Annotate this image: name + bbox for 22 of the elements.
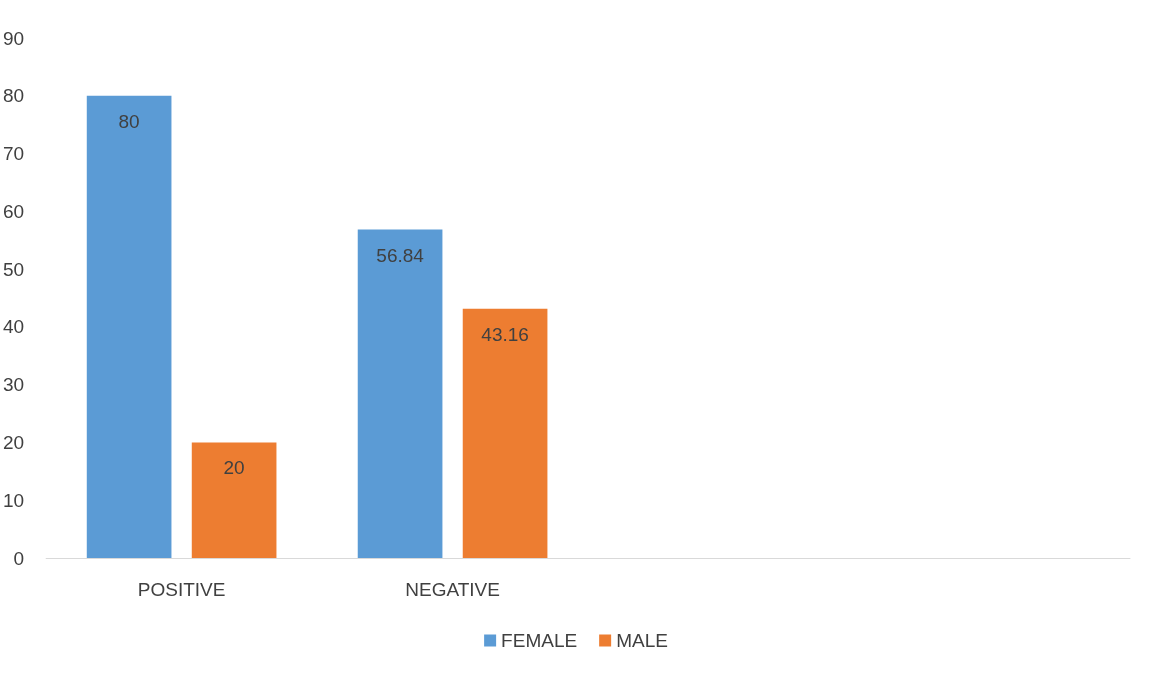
y-tick-label: 70: [2, 143, 25, 165]
bar: [357, 229, 443, 558]
data-label: 43.16: [481, 323, 529, 345]
legend-label: MALE: [616, 630, 668, 651]
y-tick-label: 30: [2, 374, 25, 396]
y-tick-label: 20: [2, 431, 25, 453]
data-label: 80: [118, 110, 140, 132]
bar: [86, 95, 172, 558]
x-tick-label: POSITIVE: [137, 579, 226, 600]
y-tick-label: 40: [2, 316, 25, 338]
legend-label: FEMALE: [501, 630, 578, 651]
y-tick-label: 10: [2, 489, 25, 511]
x-tick-label: NEGATIVE: [405, 579, 500, 600]
y-tick-label: 90: [2, 27, 25, 49]
data-label: 20: [223, 457, 245, 479]
y-tick-label: 60: [2, 200, 25, 222]
y-tick-label: 80: [2, 85, 25, 107]
y-tick-label: 0: [13, 547, 25, 569]
bar: [462, 308, 548, 558]
data-label: 56.84: [376, 244, 425, 266]
bar: [191, 442, 277, 558]
y-tick-label: 50: [2, 258, 25, 280]
